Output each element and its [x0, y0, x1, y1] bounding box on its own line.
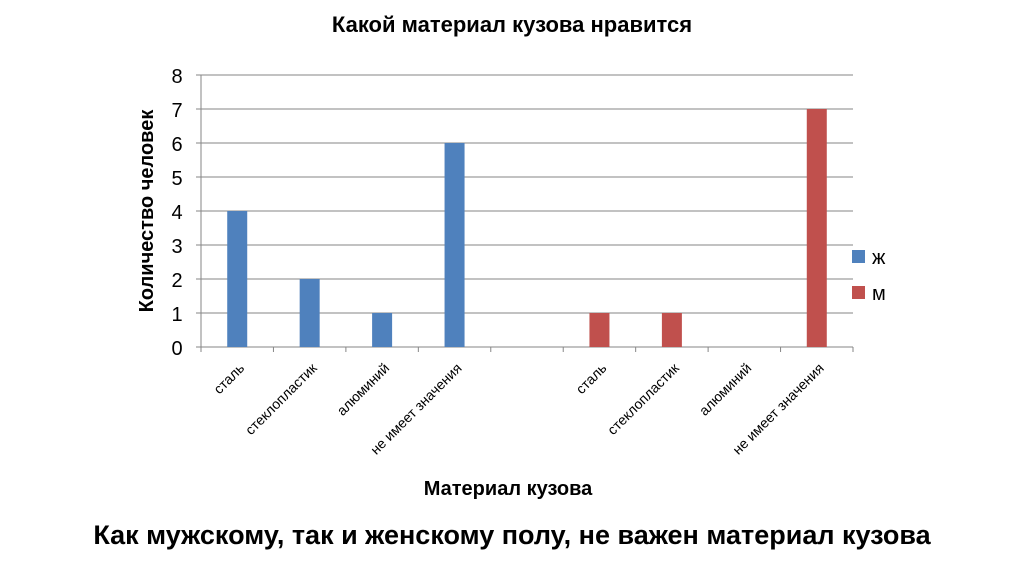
y-tick-label: 6: [171, 134, 182, 156]
bar-m: [806, 109, 827, 347]
x-tick-label: сталь: [572, 360, 609, 397]
y-tick-label: 5: [171, 168, 182, 190]
bar-m: [589, 313, 610, 347]
bar-zh: [372, 313, 393, 347]
y-tick-label: 3: [171, 236, 182, 258]
x-tick-label: алюминий: [333, 360, 392, 419]
x-axis-label: Материал кузова: [424, 478, 593, 500]
gridlines: [201, 74, 853, 314]
chart-title: Какой материал кузова нравится: [331, 12, 693, 37]
y-tick-label: 8: [171, 66, 182, 88]
x-tick-label: стеклопластик: [242, 359, 321, 438]
x-tick-label: алюминий: [696, 360, 755, 419]
legend: жм: [852, 247, 886, 305]
bar-m: [661, 313, 682, 347]
legend-swatch: [852, 286, 865, 299]
x-tick-label: сталь: [210, 360, 247, 397]
y-tick-labels: 0 1 2 3 4 5 6 7 8: [171, 66, 182, 360]
bar-zh: [444, 143, 465, 347]
axes: [196, 74, 854, 352]
legend-label: м: [872, 283, 886, 305]
y-tick-label: 1: [171, 304, 182, 326]
bar-zh: [227, 211, 248, 347]
conclusion-text: Как мужскому, так и женскому полу, не ва…: [93, 520, 931, 550]
y-tick-label: 7: [171, 100, 182, 122]
y-tick-label: 2: [171, 270, 182, 292]
y-tick-label: 4: [171, 202, 182, 224]
bars: [227, 109, 827, 347]
bar-zh: [299, 279, 320, 347]
legend-label: ж: [872, 247, 886, 269]
x-tick-label: стеклопластик: [604, 359, 683, 438]
y-tick-label: 0: [171, 338, 182, 360]
legend-swatch: [852, 250, 865, 263]
y-axis-label: Количество человек: [136, 109, 158, 313]
